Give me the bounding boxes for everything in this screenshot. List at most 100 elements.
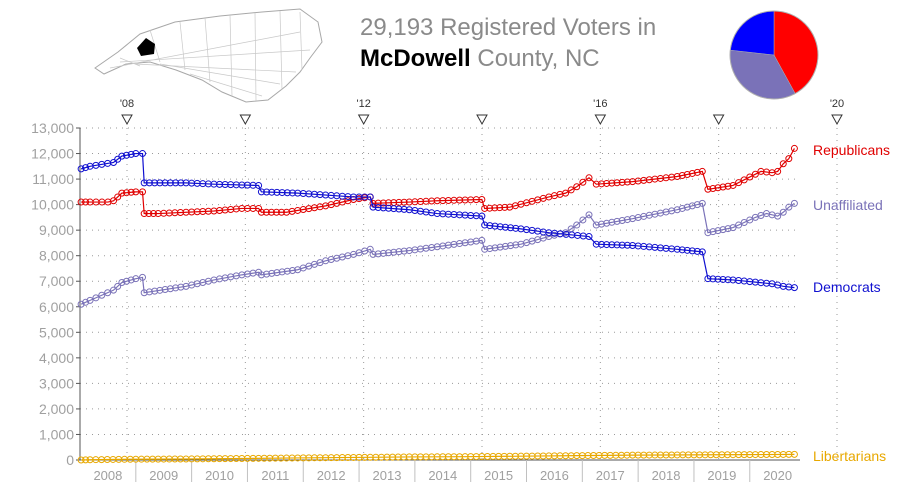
y-tick-label: 2,000 — [39, 401, 74, 417]
map-county-line — [254, 12, 257, 102]
data-point — [512, 224, 520, 232]
data-point — [496, 243, 504, 251]
data-point — [118, 279, 126, 287]
data-point — [709, 275, 717, 283]
map-outline — [94, 8, 323, 103]
data-point — [268, 188, 276, 196]
data-point — [779, 160, 787, 168]
data-point — [678, 172, 686, 180]
data-point — [272, 208, 280, 216]
data-point — [400, 205, 408, 213]
data-point — [688, 202, 696, 210]
data-point — [597, 240, 605, 248]
data-point — [603, 179, 611, 187]
data-point — [724, 276, 732, 284]
data-point — [613, 179, 621, 187]
data-point — [379, 199, 387, 207]
data-point — [774, 167, 782, 175]
data-point — [82, 164, 90, 172]
data-point — [395, 248, 403, 256]
data-point — [127, 276, 135, 284]
data-point — [478, 212, 486, 220]
data-point — [145, 210, 153, 218]
data-point — [704, 275, 712, 283]
county-name: McDowell — [360, 45, 471, 72]
data-point — [139, 150, 147, 158]
data-point — [385, 204, 393, 212]
data-point — [790, 450, 798, 458]
data-point — [683, 170, 691, 178]
data-point — [283, 189, 291, 197]
data-point — [623, 178, 631, 186]
data-point — [683, 246, 691, 254]
data-point — [481, 245, 489, 253]
data-point — [579, 178, 587, 186]
axes: 0 1,000 2,000 3,000 4,000 5,000 6,000 7,000 8,00… — [31, 98, 844, 483]
map-county-line — [134, 63, 297, 73]
x-year-label: 2017 — [596, 468, 625, 483]
data-point — [114, 193, 122, 201]
y-tick-label: 13,000 — [31, 120, 74, 136]
data-point — [366, 193, 374, 201]
data-point — [673, 206, 681, 214]
data-point — [109, 197, 117, 205]
data-point — [263, 270, 271, 278]
data-point — [127, 150, 135, 158]
north-carolina-county-map-icon — [94, 8, 323, 103]
data-point — [573, 183, 581, 191]
data-point — [255, 181, 263, 189]
data-point — [257, 188, 265, 196]
data-point — [704, 185, 712, 193]
chart-title: 29,193 Registered Voters in McDowell Cou… — [360, 12, 720, 74]
party-share-pie — [729, 10, 819, 100]
legend-label-libertarians: Libertarians — [813, 448, 886, 464]
data-point — [623, 241, 631, 249]
data-point — [369, 203, 377, 211]
data-point — [709, 228, 717, 236]
y-tick-label: 8,000 — [39, 248, 74, 264]
x-year-label: 2016 — [540, 468, 569, 483]
data-point — [77, 300, 85, 308]
data-point — [774, 212, 782, 220]
y-tick-label: 7,000 — [39, 273, 74, 289]
data-point — [740, 176, 748, 184]
data-point — [82, 298, 90, 306]
data-point — [140, 179, 148, 187]
data-point — [82, 198, 90, 206]
series — [77, 144, 798, 464]
data-point — [501, 242, 509, 250]
map-county-line — [189, 73, 263, 97]
y-tick-label: 6,000 — [39, 299, 74, 315]
data-point — [140, 210, 148, 218]
data-point — [507, 242, 515, 250]
data-point — [369, 250, 377, 258]
data-point — [693, 168, 701, 176]
data-point — [139, 188, 147, 196]
series-line-democrats — [80, 152, 795, 289]
data-point — [623, 216, 631, 224]
data-point — [104, 289, 112, 297]
data-point — [501, 203, 509, 211]
data-point — [268, 269, 276, 277]
data-point — [585, 233, 593, 241]
data-point — [719, 275, 727, 283]
data-point — [567, 186, 575, 194]
data-point — [92, 294, 100, 302]
data-point — [166, 285, 174, 293]
data-point — [132, 150, 140, 158]
series-line-unaffiliated — [80, 202, 795, 305]
data-point — [496, 223, 504, 231]
map-county-line — [179, 21, 186, 71]
election-marker-icon — [712, 114, 725, 126]
data-point — [790, 199, 798, 207]
data-point — [374, 199, 382, 207]
data-point — [139, 273, 147, 281]
data-point — [735, 179, 743, 187]
data-point — [177, 283, 185, 291]
data-point — [704, 229, 712, 237]
data-point — [82, 456, 90, 464]
data-point — [496, 204, 504, 212]
data-point — [98, 291, 106, 299]
data-point — [151, 179, 159, 187]
data-point — [562, 189, 570, 197]
